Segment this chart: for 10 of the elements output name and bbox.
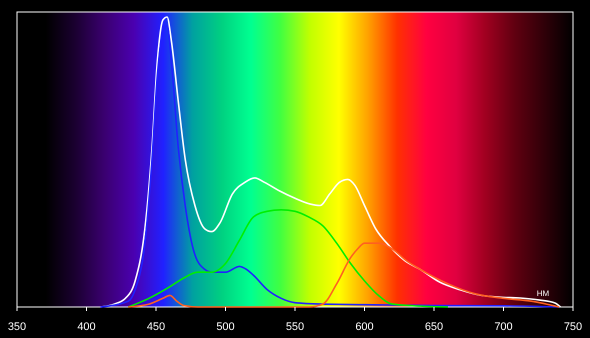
x-tick-label: 550 [286, 321, 304, 333]
x-tick-label: 650 [424, 321, 444, 333]
x-axis-title: НМ [536, 289, 550, 298]
x-tick-label: 700 [494, 321, 513, 333]
x-tick-label: 350 [8, 321, 26, 333]
x-tick-label: 500 [216, 321, 235, 333]
x-tick-label: 400 [77, 321, 96, 333]
x-tick-label: 750 [564, 321, 582, 333]
x-tick-label: 450 [146, 321, 166, 333]
x-tick-label: 600 [355, 321, 374, 333]
